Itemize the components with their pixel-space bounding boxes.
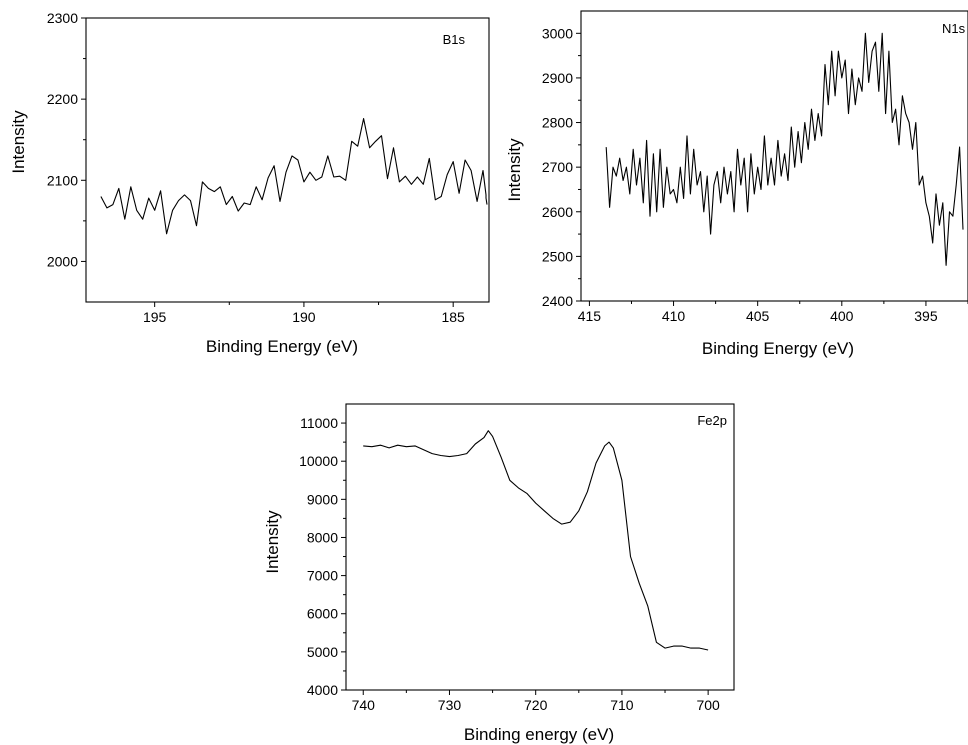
n1s-panel: Binding Energy (eV) Intensity N1s 415 410… [505,10,968,358]
b1s-series-line [100,118,488,235]
n1s-y-tick-label: 2600 [542,204,573,220]
b1s-panel-tag: B1s [443,32,466,47]
fe2p-y-tick-label: 7000 [307,568,338,584]
n1s-series-line [605,32,964,266]
fe2p-x-tick-label: 710 [610,697,634,713]
n1s-x-tick-label: 395 [914,308,938,324]
fe2p-y-tick-label: 11000 [300,415,338,431]
b1s-y-tick-label: 2300 [47,10,78,26]
fe2p-y-tick-label: 4000 [307,682,338,698]
fe2p-y-tick-label: 8000 [307,529,338,545]
b1s-y-axis-title: Intensity [9,110,28,174]
fe2p-y-tick-label: 10000 [299,453,338,469]
n1s-x-tick-label: 410 [662,308,686,324]
n1s-x-tick-label: 400 [830,308,854,324]
n1s-x-tick-label: 405 [746,308,770,324]
b1s-panel: Binding Energy (eV) Intensity B1s 195 190… [9,10,490,356]
n1s-x-axis-title: Binding Energy (eV) [702,339,854,358]
fe2p-series-line [363,430,709,651]
n1s-y-axis-title: Intensity [505,138,524,202]
fe2p-x-tick-label: 700 [696,697,720,713]
fe2p-panel-tag: Fe2p [697,413,727,428]
fe2p-plot-frame [345,403,735,691]
fe2p-y-axis-title: Intensity [263,510,282,574]
fe2p-x-tick-label: 740 [352,697,376,713]
n1s-y-tick-label: 2400 [542,293,573,309]
fe2p-y-tick-label: 6000 [307,606,338,622]
n1s-y-tick-label: 3000 [542,25,573,41]
n1s-plot-frame [580,10,968,302]
fe2p-y-tick-label: 9000 [307,491,338,507]
n1s-panel-tag: N1s [942,21,966,36]
b1s-plot-frame [85,17,490,303]
n1s-y-tick-label: 2900 [542,70,573,86]
b1s-y-tick-label: 2000 [47,253,78,269]
n1s-y-tick-label: 2500 [542,248,573,264]
b1s-x-axis-title: Binding Energy (eV) [206,337,358,356]
b1s-x-tick-label: 190 [292,309,316,325]
b1s-y-tick-label: 2200 [47,91,78,107]
fe2p-x-tick-label: 730 [438,697,462,713]
b1s-x-tick-label: 185 [441,309,465,325]
n1s-y-tick-label: 2700 [542,159,573,175]
n1s-x-tick-label: 415 [578,308,602,324]
b1s-x-tick-label: 195 [143,309,167,325]
fe2p-panel: Binding energy (eV) Intensity Fe2p 740 73… [263,403,735,744]
fe2p-y-tick-label: 5000 [307,644,338,660]
fe2p-x-tick-label: 720 [524,697,548,713]
fe2p-x-axis-title: Binding energy (eV) [464,725,614,744]
b1s-y-tick-label: 2100 [47,172,78,188]
n1s-y-tick-label: 2800 [542,115,573,131]
